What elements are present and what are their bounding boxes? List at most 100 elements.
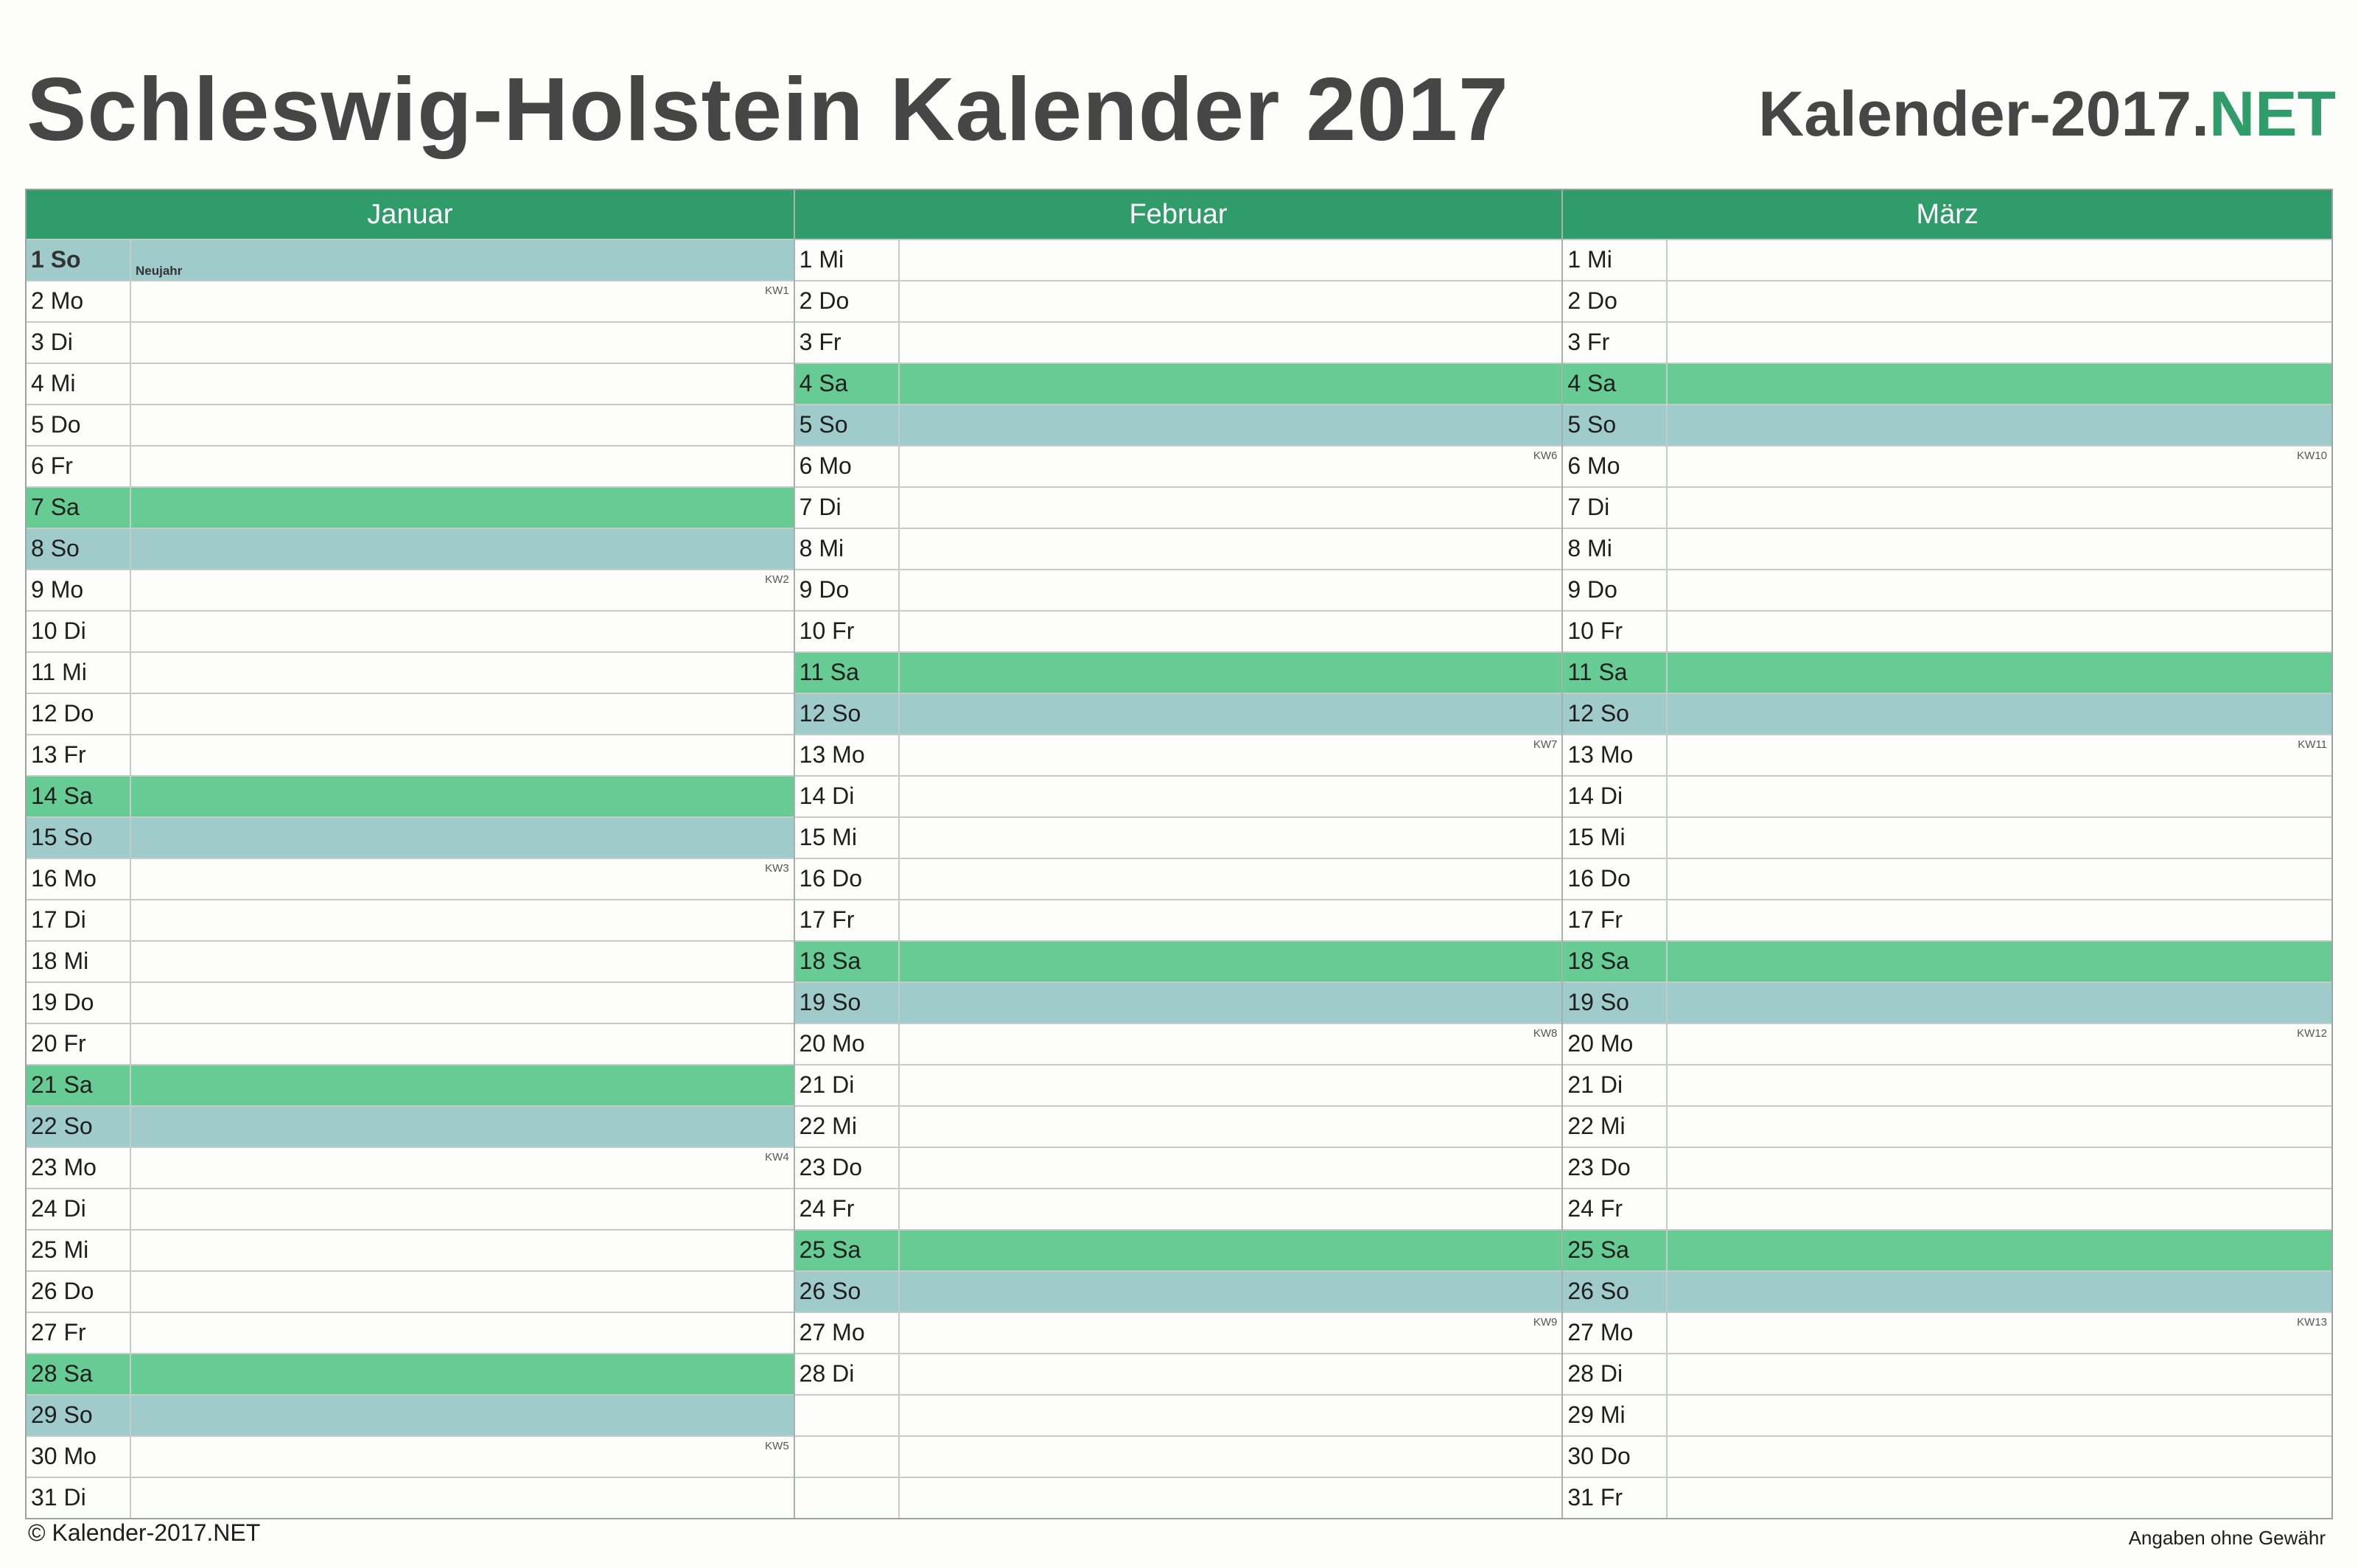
week-number: KW13: [2297, 1316, 2328, 1329]
day-note-cell: [1668, 1107, 2331, 1147]
day-row: 15 Mi: [794, 816, 1562, 858]
week-number: KW8: [1533, 1027, 1558, 1040]
day-label: 24 Fr: [1563, 1189, 1668, 1229]
day-row: 5 So: [794, 404, 1562, 445]
day-row: 12 So: [1563, 693, 2332, 734]
day-row: 3 Fr: [794, 321, 1562, 363]
day-row: [794, 1394, 1562, 1435]
day-note-cell: [900, 983, 1562, 1023]
day-label: 27 Fr: [27, 1313, 131, 1353]
day-note-cell: [1668, 240, 2331, 280]
day-label: 30 Do: [1563, 1437, 1668, 1477]
day-row: 4 Mi: [27, 363, 794, 404]
day-row: 9 Do: [794, 569, 1562, 610]
day-label: 7 Sa: [27, 488, 131, 528]
day-row: 16 Mo KW3: [27, 858, 794, 899]
week-number: KW12: [2297, 1027, 2328, 1040]
day-row: 18 Sa: [794, 940, 1562, 981]
day-note-cell: KW7: [900, 735, 1562, 775]
day-note-cell: [1668, 281, 2331, 321]
day-label: 11 Sa: [1563, 653, 1668, 693]
day-label: 29 So: [27, 1396, 131, 1435]
day-note-cell: KW1: [131, 281, 794, 321]
day-note-cell: [900, 570, 1562, 610]
day-note-cell: [131, 1272, 794, 1312]
day-note-cell: [1668, 1437, 2331, 1477]
day-label: 6 Mo: [1563, 447, 1668, 486]
day-label: 8 Mi: [1563, 529, 1668, 569]
day-note-cell: [131, 653, 794, 693]
day-row: 13 Mo KW7: [794, 734, 1562, 775]
day-note-cell: [131, 694, 794, 734]
day-row: 27 Mo KW13: [1563, 1312, 2332, 1353]
day-label: 1 Mi: [795, 240, 900, 280]
day-row: 8 So: [27, 528, 794, 569]
day-label: 30 Mo: [27, 1437, 131, 1477]
day-label: 26 So: [795, 1272, 900, 1312]
day-label: 12 So: [1563, 694, 1668, 734]
day-note-cell: [131, 1065, 794, 1105]
day-row: 5 So: [1563, 404, 2332, 445]
day-note-cell: [900, 612, 1562, 651]
day-note-cell: [131, 900, 794, 940]
day-row: 18 Mi: [27, 940, 794, 981]
day-note-cell: [1668, 777, 2331, 816]
day-note-cell: [900, 1437, 1562, 1477]
day-row: 28 Di: [1563, 1353, 2332, 1394]
day-note-cell: [900, 1231, 1562, 1270]
day-label: 25 Sa: [795, 1231, 900, 1270]
day-row: 18 Sa: [1563, 940, 2332, 981]
day-note-cell: [900, 1107, 1562, 1147]
disclaimer-text: Angaben ohne Gewähr: [2128, 1527, 2326, 1549]
day-row: 28 Sa: [27, 1353, 794, 1394]
day-row: 26 Do: [27, 1270, 794, 1312]
day-note-cell: [900, 818, 1562, 858]
day-note-cell: [900, 1189, 1562, 1229]
day-note-cell: KW2: [131, 570, 794, 610]
day-row: 23 Do: [1563, 1147, 2332, 1188]
week-number: KW3: [765, 862, 789, 875]
day-row: 8 Mi: [794, 528, 1562, 569]
day-label: 27 Mo: [795, 1313, 900, 1353]
week-number: KW11: [2298, 738, 2328, 751]
day-label: 23 Do: [1563, 1148, 1668, 1188]
day-note-cell: [1668, 694, 2331, 734]
day-label: 24 Di: [27, 1189, 131, 1229]
day-label: 18 Sa: [1563, 942, 1668, 981]
day-row: 15 Mi: [1563, 816, 2332, 858]
day-note-cell: [900, 1065, 1562, 1105]
day-note-cell: [1668, 488, 2331, 528]
day-label: 2 Do: [795, 281, 900, 321]
day-note-cell: KW4: [131, 1148, 794, 1188]
day-note-cell: [131, 447, 794, 486]
calendar-grid: Januar 1 So Neujahr 2 Mo KW1 3 Di 4 Mi 5 Do 6 Fr…: [25, 189, 2333, 1519]
day-note-cell: [131, 612, 794, 651]
day-row: 19 So: [794, 981, 1562, 1023]
day-label: 6 Fr: [27, 447, 131, 486]
day-label: 19 So: [1563, 983, 1668, 1023]
day-row: 4 Sa: [794, 363, 1562, 404]
day-note-cell: [1668, 983, 2331, 1023]
day-label: 4 Sa: [795, 364, 900, 404]
day-row: 23 Mo KW4: [27, 1147, 794, 1188]
day-row: 14 Di: [794, 775, 1562, 816]
day-label: 20 Fr: [27, 1024, 131, 1064]
day-note-cell: [1668, 818, 2331, 858]
day-row: 12 So: [794, 693, 1562, 734]
day-note-cell: [131, 1231, 794, 1270]
day-note-cell: [1668, 1354, 2331, 1394]
day-row: 20 Fr: [27, 1023, 794, 1064]
day-note-cell: [1668, 1272, 2331, 1312]
day-row: 21 Di: [1563, 1064, 2332, 1105]
day-row: 15 So: [27, 816, 794, 858]
day-note-cell: KW12: [1668, 1024, 2331, 1064]
day-row: 2 Do: [1563, 280, 2332, 321]
day-row: [794, 1477, 1562, 1518]
day-note-cell: [131, 364, 794, 404]
week-number: KW10: [2297, 449, 2328, 462]
day-note-cell: [900, 1148, 1562, 1188]
day-label: 14 Di: [795, 777, 900, 816]
day-label: 15 So: [27, 818, 131, 858]
day-note-cell: [131, 818, 794, 858]
day-row: 13 Fr: [27, 734, 794, 775]
